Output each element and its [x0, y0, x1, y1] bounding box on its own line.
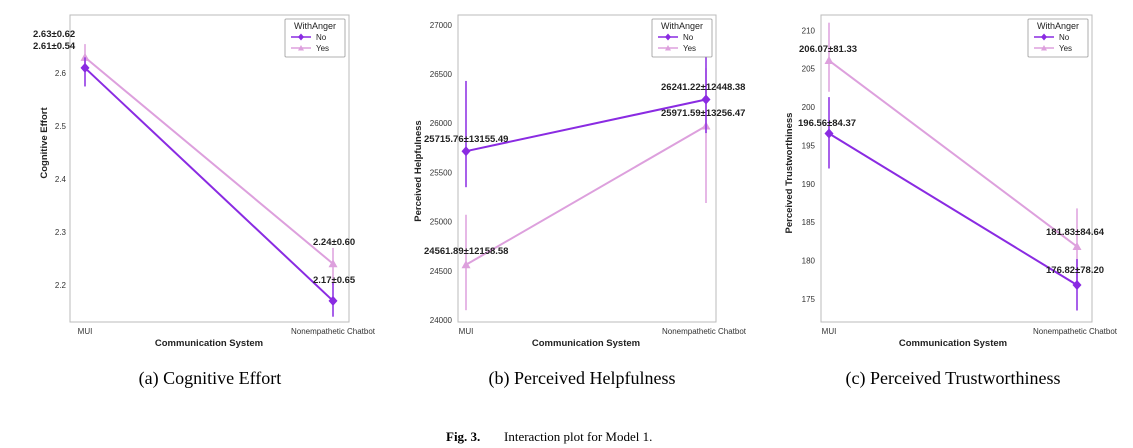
y-tick-label: 27000 [430, 21, 453, 30]
y-tick-label: 26000 [430, 119, 453, 128]
series-line-no [828, 132, 1078, 286]
x-tick-label: MUI [822, 327, 837, 336]
y-tick-label: 2.2 [55, 281, 67, 290]
x-axis-label: Communication System [155, 338, 263, 349]
x-tick-label: MUI [459, 327, 474, 336]
data-label-yes: 25971.59±13256.47 [661, 108, 745, 119]
data-point-no [80, 62, 90, 73]
data-label-no: 25715.76±13155.49 [424, 134, 508, 145]
legend: WithAnger No Yes [1027, 18, 1089, 58]
data-label-yes: 206.07±81.33 [799, 44, 857, 55]
y-tick-label: 2.4 [55, 175, 67, 184]
y-tick-label: 25500 [430, 168, 453, 177]
legend-title: WithAnger [294, 21, 336, 31]
y-tick-label: 2.5 [55, 122, 67, 131]
y-tick-label: 205 [802, 65, 816, 74]
data-point-no [824, 128, 834, 139]
legend-marker [665, 33, 671, 41]
chart-panel-1: 2.2 2.3 2.4 2.5 2.6 MUI Nonempathetic Chatbot C… [33, 14, 376, 389]
subfigure-caption: (b) Perceived Helpfulness [489, 368, 676, 389]
panels: 2.2 2.3 2.4 2.5 2.6 MUI Nonempathetic Chatbot C… [33, 14, 1118, 389]
data-point-no [1072, 280, 1082, 291]
data-label-no: 2.17±0.65 [313, 275, 356, 286]
y-tick-label: 25000 [430, 218, 453, 227]
x-tick-label: Nonempathetic Chatbot [662, 327, 747, 336]
y-tick-label: 180 [802, 257, 816, 266]
y-axis-label: Perceived Trustworthiness [784, 113, 795, 234]
legend-marker [665, 45, 671, 51]
data-point-yes [1072, 242, 1082, 251]
data-label-no: 26241.22±12448.38 [661, 82, 745, 93]
data-point-yes [80, 52, 90, 61]
legend-entry: No [1059, 33, 1070, 42]
data-point-yes [824, 56, 834, 65]
data-point-no [461, 146, 471, 157]
legend: WithAnger No Yes [651, 18, 713, 58]
y-tick-label: 210 [802, 26, 816, 35]
y-tick-label: 2.6 [55, 69, 67, 78]
data-point-yes [328, 259, 338, 268]
x-tick-label: Nonempathetic Chatbot [291, 327, 376, 336]
series-line-no [465, 98, 707, 153]
x-tick-label: MUI [78, 327, 93, 336]
y-axis-label: Perceived Helpfulness [413, 120, 424, 221]
legend-marker [1041, 45, 1047, 51]
legend-title: WithAnger [1037, 21, 1079, 31]
data-point-no [328, 295, 338, 306]
legend-entry: Yes [1059, 44, 1072, 53]
y-tick-label: 200 [802, 103, 816, 112]
data-label-yes: 2.63±0.62 [33, 29, 75, 40]
legend-entry: Yes [683, 44, 696, 53]
legend-marker [298, 33, 304, 41]
data-label-no: 2.61±0.54 [33, 41, 76, 52]
data-point-yes [461, 260, 471, 269]
figure-caption-prefix: Fig. 3. [446, 429, 480, 444]
plot-frame [820, 14, 1093, 323]
data-label-yes: 2.24±0.60 [313, 237, 355, 248]
legend-entry: Yes [316, 44, 329, 53]
y-tick-label: 175 [802, 295, 816, 304]
y-tick-label: 185 [802, 218, 816, 227]
x-axis-label: Communication System [532, 338, 640, 349]
data-label-no: 196.56±84.37 [798, 118, 856, 129]
data-label-no: 176.82±78.20 [1046, 265, 1104, 276]
subfigure-caption: (a) Cognitive Effort [139, 368, 282, 389]
series-line-no [84, 67, 334, 302]
figure-caption-text: Interaction plot for Model 1. [504, 429, 652, 444]
data-label-yes: 24561.89±12158.58 [424, 246, 508, 257]
legend: WithAnger No Yes [284, 18, 346, 58]
y-tick-label: 24500 [430, 267, 453, 276]
chart-panel-2: 24000 24500 25000 25500 26000 26500 27000 MUI No… [413, 14, 747, 389]
legend-marker [298, 45, 304, 51]
data-label-yes: 181.83±84.64 [1046, 227, 1105, 238]
legend-title: WithAnger [661, 21, 703, 31]
subfigure-caption: (c) Perceived Trustworthiness [846, 368, 1061, 389]
data-point-no [701, 94, 711, 105]
legend-entry: No [683, 33, 694, 42]
series-line-yes [828, 59, 1078, 248]
y-tick-label: 2.3 [55, 228, 67, 237]
chart-panel-3: 175 180 185 190 195 200 205 210 MUI Nonempathetic… [784, 14, 1118, 389]
y-axis-label: Cognitive Effort [39, 107, 50, 179]
legend-entry: No [316, 33, 327, 42]
y-tick-label: 24000 [430, 316, 453, 325]
series-line-yes [84, 56, 334, 265]
plot-frame [457, 14, 717, 323]
y-tick-label: 26500 [430, 70, 453, 79]
y-tick-label: 195 [802, 141, 816, 150]
x-axis-label: Communication System [899, 338, 1007, 349]
y-tick-label: 190 [802, 180, 816, 189]
x-tick-label: Nonempathetic Chatbot [1033, 327, 1118, 336]
series-line-yes [465, 125, 707, 266]
legend-marker [1041, 33, 1047, 41]
